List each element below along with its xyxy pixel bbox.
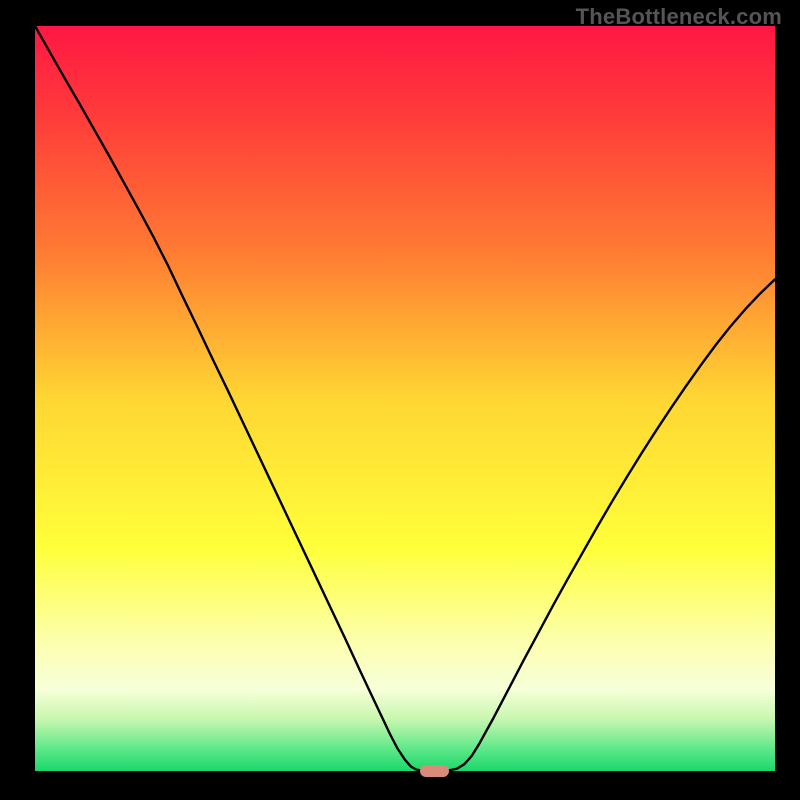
- optimal-point-marker: [420, 765, 450, 778]
- watermark-text: TheBottleneck.com: [576, 4, 782, 30]
- bottleneck-curve-chart: [35, 26, 775, 771]
- chart-frame: TheBottleneck.com: [0, 0, 800, 800]
- chart-background: [35, 26, 775, 771]
